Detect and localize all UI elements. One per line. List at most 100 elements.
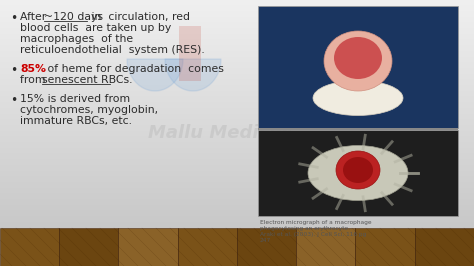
Bar (0, 213, 474, 214)
Text: macrophages  of the: macrophages of the (20, 34, 133, 44)
Bar (0, 155, 474, 156)
Bar (0, 74, 474, 75)
Bar (0, 36, 474, 37)
Bar (0, 218, 474, 219)
Bar (0, 164, 474, 165)
Bar (0, 3, 474, 4)
Bar (258, 130, 458, 216)
Text: from: from (20, 75, 49, 85)
Bar (0, 171, 474, 172)
Bar (0, 58, 474, 59)
Bar (0, 92, 474, 93)
Bar (0, 77, 474, 78)
Bar (0, 90, 474, 91)
Bar (0, 72, 474, 73)
Bar (0, 160, 474, 161)
Bar (0, 11, 474, 12)
Bar (0, 141, 474, 142)
Bar (0, 173, 474, 174)
Bar (0, 103, 474, 104)
Bar (258, 6, 458, 128)
Text: phagocytosing an erythrocyte.: phagocytosing an erythrocyte. (260, 226, 350, 231)
Bar (0, 116, 474, 117)
Bar (178, 228, 237, 266)
Bar (0, 43, 474, 44)
Bar (0, 165, 474, 166)
Bar (0, 111, 474, 112)
Bar (0, 135, 474, 136)
Bar (0, 51, 474, 52)
Bar (0, 197, 474, 198)
Bar (0, 143, 474, 144)
Bar (0, 41, 474, 42)
Bar (0, 152, 474, 153)
Bar (0, 215, 474, 216)
Bar (0, 130, 474, 131)
Bar (0, 19, 474, 20)
Bar (0, 75, 474, 76)
Bar (0, 18, 474, 19)
Bar (59, 228, 118, 266)
Bar (0, 227, 474, 228)
Bar (0, 162, 474, 163)
Bar (0, 69, 474, 70)
Bar (0, 204, 474, 205)
Bar (0, 59, 474, 60)
Bar (0, 209, 474, 210)
Bar (0, 32, 474, 33)
Bar (0, 182, 474, 183)
Bar (356, 228, 415, 266)
Text: of heme for degradation  comes: of heme for degradation comes (44, 64, 224, 74)
Bar (0, 166, 474, 167)
Bar (0, 221, 474, 222)
Text: Electron micrograph of a macrophage: Electron micrograph of a macrophage (260, 220, 372, 225)
Bar (0, 104, 474, 105)
Bar (0, 179, 474, 180)
Text: 247: 247 (260, 238, 271, 243)
Bar (0, 57, 474, 58)
Bar (0, 29, 474, 30)
Text: senescent RBCs.: senescent RBCs. (42, 75, 133, 85)
Bar (0, 33, 474, 34)
Bar (0, 99, 474, 100)
Bar (0, 126, 474, 127)
Bar (0, 67, 474, 68)
Bar (0, 110, 474, 111)
Bar (0, 194, 474, 195)
Text: cytochromes, myoglobin,: cytochromes, myoglobin, (20, 105, 158, 115)
Bar (0, 73, 474, 74)
Bar (0, 226, 474, 227)
Bar (0, 105, 474, 106)
Bar (0, 28, 474, 29)
Bar (0, 163, 474, 164)
Bar (0, 44, 474, 45)
Bar (0, 190, 474, 191)
Bar (0, 185, 474, 186)
Bar (0, 133, 474, 134)
Bar (0, 199, 474, 200)
Bar (0, 106, 474, 107)
Bar (0, 193, 474, 194)
Bar (0, 46, 474, 47)
Text: Mallu Medicos: Mallu Medicos (148, 124, 292, 142)
Bar (0, 153, 474, 154)
Bar (0, 0, 474, 228)
Bar (0, 7, 474, 8)
Bar (0, 122, 474, 123)
Bar (0, 22, 474, 23)
Bar (0, 159, 474, 160)
Bar (0, 13, 474, 14)
Bar (0, 184, 474, 185)
Text: blood cells  are taken up by: blood cells are taken up by (20, 23, 171, 33)
Bar (0, 211, 474, 212)
Bar (0, 84, 474, 85)
Bar (0, 52, 474, 53)
Bar (237, 228, 296, 266)
Bar (0, 100, 474, 101)
Bar (296, 228, 356, 266)
Bar (0, 170, 474, 171)
Bar (0, 223, 474, 224)
Bar (0, 107, 474, 108)
Bar (0, 76, 474, 77)
Bar (0, 151, 474, 152)
